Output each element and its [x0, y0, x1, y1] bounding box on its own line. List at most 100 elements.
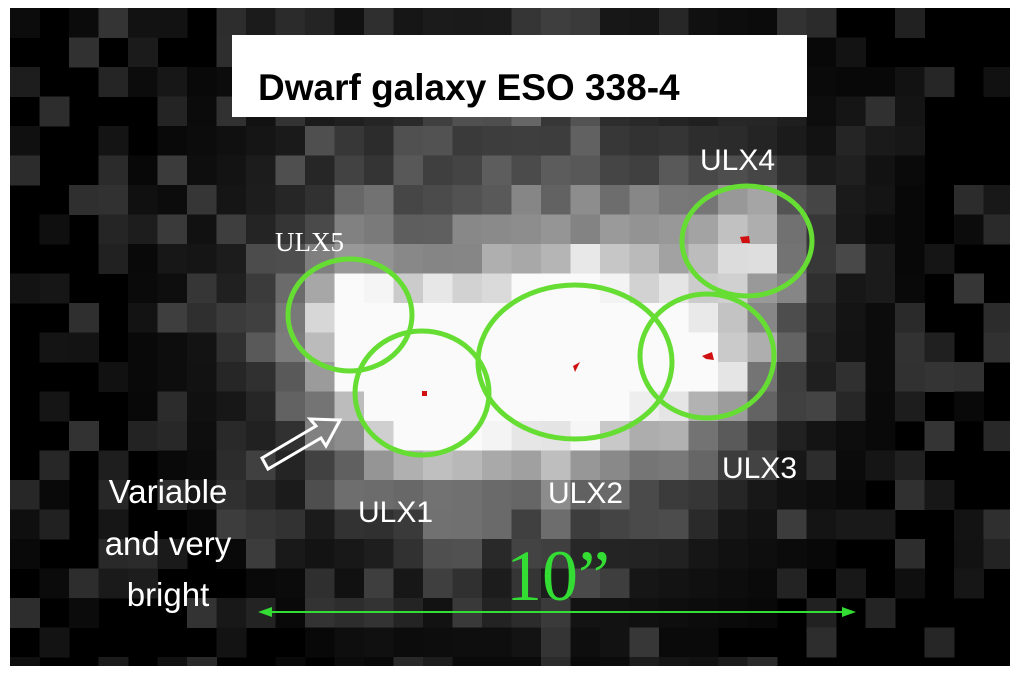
pixel [836, 480, 866, 510]
pixel [482, 8, 512, 38]
pixel [187, 392, 217, 422]
pixel [128, 421, 158, 451]
pixel [689, 421, 719, 451]
pixel [423, 244, 453, 274]
annotation-line: Variable [109, 473, 228, 510]
pixel [10, 480, 40, 510]
pixel [217, 185, 247, 215]
pixel [246, 215, 276, 245]
pixel [777, 510, 807, 540]
pixel [305, 539, 335, 569]
pixel [954, 510, 984, 540]
pixel [482, 185, 512, 215]
pixel [364, 628, 394, 658]
pixel [276, 362, 306, 392]
pixel [748, 421, 778, 451]
pixel [807, 480, 837, 510]
pixel [512, 215, 542, 245]
pixel [866, 244, 896, 274]
pixel [512, 451, 542, 481]
pixel [954, 362, 984, 392]
pixel [128, 274, 158, 304]
pixel [394, 392, 424, 422]
pixel [925, 480, 955, 510]
pixel [423, 628, 453, 658]
pixel [217, 392, 247, 422]
pixel [630, 657, 660, 666]
pixel [807, 303, 837, 333]
pixel [217, 126, 247, 156]
pixel [453, 303, 483, 333]
pixel [895, 185, 925, 215]
pixel [777, 392, 807, 422]
pixel [128, 185, 158, 215]
pixel [954, 274, 984, 304]
pixel [128, 156, 158, 186]
annotation-line: bright [127, 576, 210, 613]
pixel [305, 451, 335, 481]
pixel [925, 628, 955, 658]
pixel [246, 421, 276, 451]
pixel [836, 126, 866, 156]
pixel [630, 480, 660, 510]
pixel [217, 421, 247, 451]
pixel [512, 126, 542, 156]
pixel [10, 274, 40, 304]
pixel [659, 569, 689, 599]
pixel [364, 451, 394, 481]
pixel [187, 67, 217, 97]
pixel [777, 215, 807, 245]
pixel [187, 657, 217, 666]
pixel [246, 480, 276, 510]
pixel [807, 451, 837, 481]
pixel [158, 67, 188, 97]
pixel [689, 569, 719, 599]
pixel [246, 244, 276, 274]
pixel [482, 451, 512, 481]
pixel [600, 8, 630, 38]
pixel [453, 185, 483, 215]
pixel [689, 510, 719, 540]
pixel [748, 569, 778, 599]
pixel [305, 303, 335, 333]
pixel [158, 333, 188, 363]
pixel [40, 215, 70, 245]
pixel [246, 539, 276, 569]
pixel [10, 156, 40, 186]
pixel [69, 569, 99, 599]
pixel [423, 362, 453, 392]
pixel [541, 510, 571, 540]
pixel [630, 628, 660, 658]
pixel [718, 362, 748, 392]
pixel [718, 510, 748, 540]
pixel [217, 156, 247, 186]
pixel [954, 215, 984, 245]
pixel [364, 657, 394, 666]
pixel [541, 156, 571, 186]
pixel [630, 156, 660, 186]
pixel [866, 392, 896, 422]
pixel [954, 185, 984, 215]
pixel [217, 303, 247, 333]
pixel [128, 303, 158, 333]
pixel [482, 657, 512, 666]
pixel [541, 244, 571, 274]
pixel [895, 8, 925, 38]
pixel [541, 8, 571, 38]
scale-label: 10” [506, 536, 610, 616]
pixel [40, 333, 70, 363]
pixel [187, 303, 217, 333]
pixel [364, 303, 394, 333]
pixel [158, 421, 188, 451]
pixel [453, 628, 483, 658]
pixel [718, 657, 748, 666]
pixel [246, 185, 276, 215]
pixel [659, 539, 689, 569]
pixel [836, 244, 866, 274]
pixel [600, 628, 630, 658]
pixel [99, 244, 129, 274]
pixel [40, 510, 70, 540]
pixel [217, 274, 247, 304]
pixel [423, 392, 453, 422]
pixel [246, 126, 276, 156]
